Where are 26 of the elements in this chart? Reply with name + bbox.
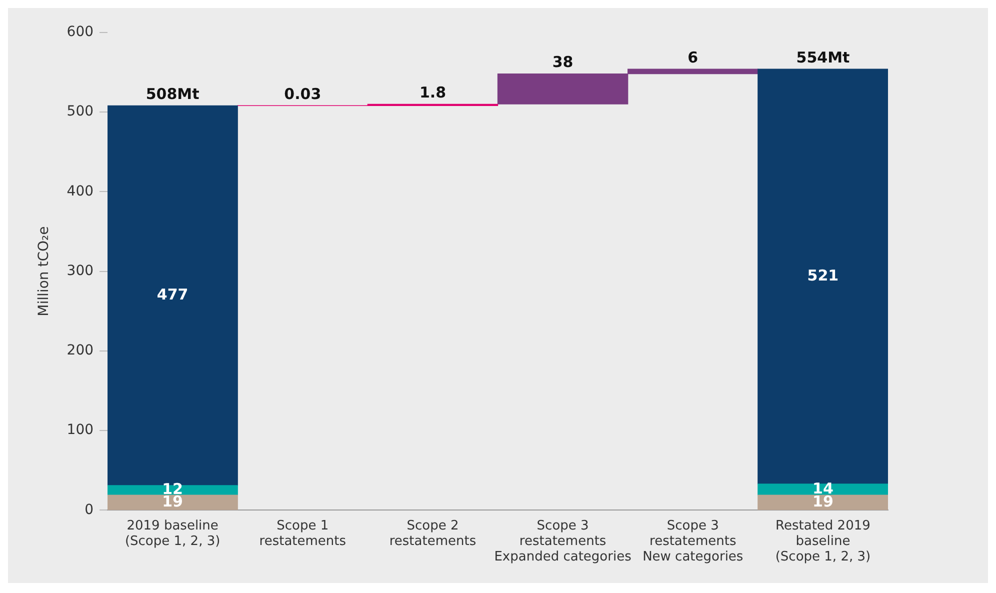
y-tick-label: 400 — [66, 183, 94, 200]
data-label: 6 — [688, 48, 698, 66]
y-tick-label: 600 — [66, 24, 94, 40]
x-tick-label: 2019 baseline (Scope 1, 2, 3) — [124, 518, 220, 549]
y-tick-label: 100 — [66, 422, 94, 438]
x-tick-label: Scope 3 restatements New categories — [642, 518, 744, 565]
y-tick-label: 500 — [66, 104, 94, 120]
data-label: 0.03 — [284, 85, 322, 104]
bar — [108, 494, 238, 510]
data-label: 521 — [807, 266, 839, 284]
x-tick-label: Scope 3 restatements Expanded categories — [494, 518, 632, 565]
x-tick-label: Scope 1 restatements — [259, 518, 346, 549]
y-tick-label: 200 — [66, 342, 94, 359]
y-axis-title: Million tCO₂e — [36, 226, 52, 316]
data-label: 19 — [812, 492, 834, 510]
bar — [758, 68, 888, 484]
data-label: 38 — [552, 53, 574, 72]
y-tick-label: 300 — [66, 262, 94, 279]
y-tick-label: 0 — [84, 502, 94, 518]
data-label: 477 — [156, 285, 188, 304]
x-tick-label: Scope 2 restatements — [389, 518, 476, 549]
total-label: 508Mt — [146, 85, 200, 104]
x-tick-label: Restated 2019 baseline (Scope 1, 2, 3) — [775, 518, 871, 565]
bar — [758, 494, 888, 510]
total-label: 554Mt — [796, 48, 850, 66]
data-label: 1.8 — [419, 84, 446, 102]
